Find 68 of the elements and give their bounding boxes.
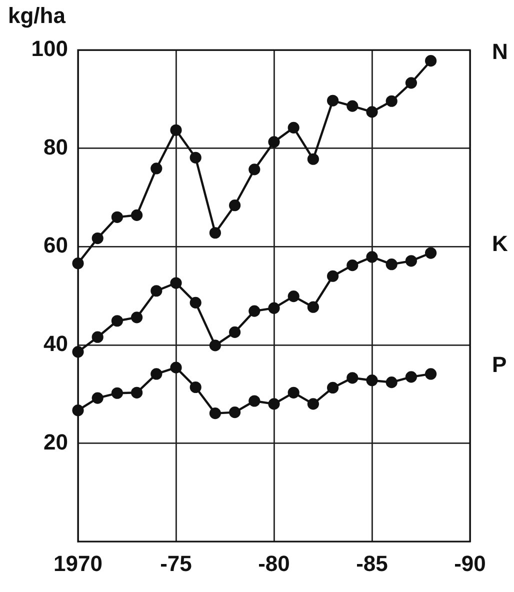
x-tick-label: -85 xyxy=(356,550,388,576)
point xyxy=(190,296,202,308)
point xyxy=(405,371,417,383)
point xyxy=(366,106,378,118)
point xyxy=(92,392,104,404)
point xyxy=(327,270,339,282)
text: K xyxy=(492,231,508,256)
point xyxy=(366,251,378,263)
point xyxy=(248,305,260,317)
point xyxy=(307,153,319,165)
point xyxy=(405,255,417,267)
point xyxy=(386,95,398,107)
point xyxy=(425,55,437,67)
point xyxy=(92,331,104,343)
point xyxy=(425,368,437,380)
point xyxy=(346,372,358,384)
point xyxy=(346,100,358,112)
point xyxy=(386,258,398,270)
x-tick-label: -90 xyxy=(454,550,486,576)
point xyxy=(131,386,143,398)
point xyxy=(268,136,280,148)
point xyxy=(229,406,241,418)
point xyxy=(190,381,202,394)
text: P xyxy=(492,352,507,378)
point xyxy=(248,395,260,407)
point xyxy=(209,340,221,352)
point xyxy=(327,94,339,106)
point xyxy=(170,277,182,289)
y-tick-label: 60 xyxy=(44,232,68,258)
x-tick-label: -80 xyxy=(258,550,290,576)
point xyxy=(229,200,241,212)
point xyxy=(229,326,241,338)
text: N xyxy=(492,38,508,64)
point xyxy=(92,232,104,244)
point xyxy=(288,122,300,134)
point xyxy=(288,290,300,302)
point xyxy=(150,285,162,297)
point xyxy=(170,362,182,374)
point xyxy=(111,315,123,327)
point xyxy=(131,312,143,324)
point xyxy=(150,368,162,380)
point xyxy=(170,124,182,136)
point xyxy=(111,211,123,223)
point xyxy=(268,302,280,314)
point xyxy=(366,374,378,386)
point xyxy=(209,407,221,420)
point xyxy=(386,376,398,388)
point xyxy=(248,164,260,176)
point xyxy=(327,382,339,394)
y-tick-label: 40 xyxy=(44,331,68,356)
point xyxy=(425,247,437,259)
y-tick-label: 20 xyxy=(44,429,68,454)
x-tick-label: 1970 xyxy=(54,550,102,576)
point xyxy=(111,387,123,399)
point xyxy=(190,152,202,164)
point xyxy=(209,227,221,239)
point xyxy=(268,398,280,410)
y-axis-title: kg/ha xyxy=(8,3,66,28)
y-tick-label: 80 xyxy=(44,134,68,160)
y-tick-label: 100 xyxy=(31,36,68,62)
point xyxy=(288,386,300,398)
x-tick-label: -75 xyxy=(160,550,192,576)
point xyxy=(307,301,319,313)
point xyxy=(307,398,319,410)
point xyxy=(150,162,162,174)
point xyxy=(346,260,358,272)
point xyxy=(405,77,417,89)
point xyxy=(131,209,143,221)
